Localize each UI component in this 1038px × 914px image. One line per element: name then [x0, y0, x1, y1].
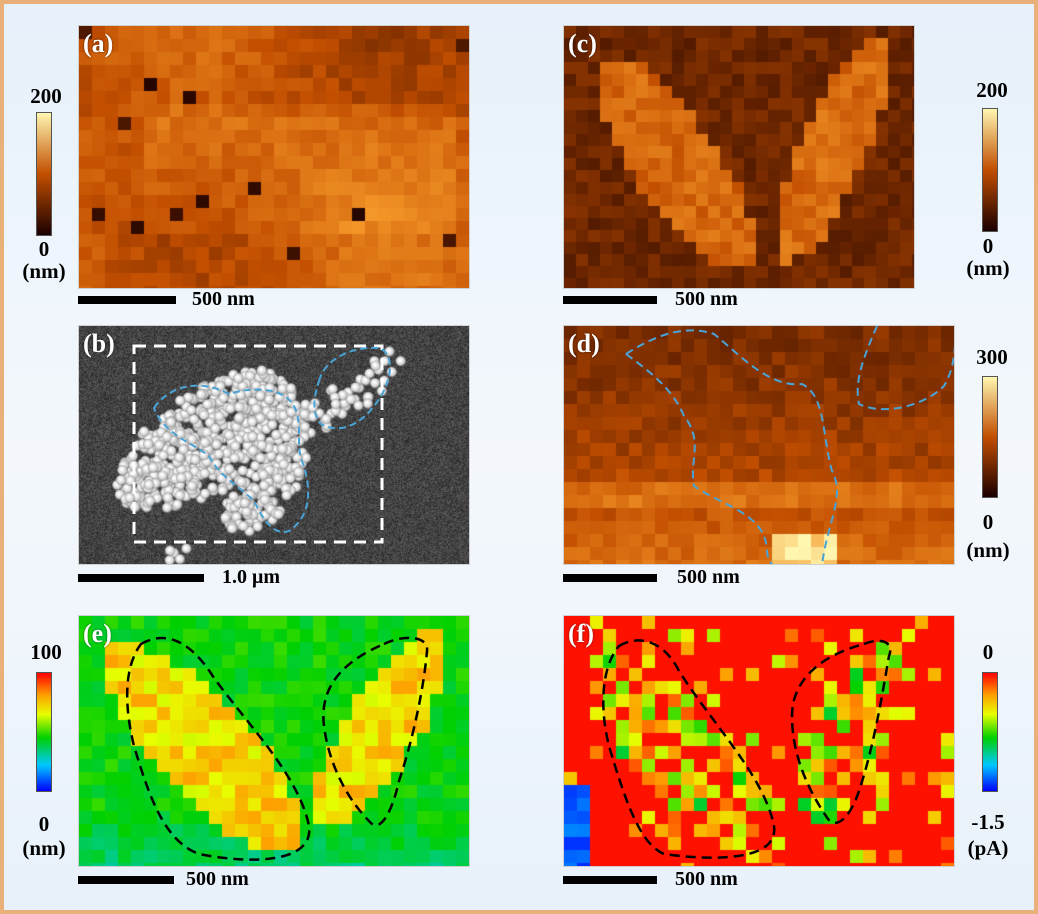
panel-f-colorbar-min: -1.5: [971, 810, 1005, 834]
panel-a-colorbar: [36, 112, 52, 236]
panel-b-label: (b): [83, 329, 115, 358]
cluster-outline-1: [125, 636, 311, 861]
panel-a-afm-topography: (a): [78, 25, 470, 289]
panel-d-label: (d): [568, 329, 600, 358]
cluster-outline-2: [322, 636, 429, 827]
panel-c-scalebar: 500 nm: [563, 288, 823, 314]
panel-a-colorbar-unit: (nm): [22, 259, 66, 283]
cluster-outline-2: [313, 346, 391, 430]
scalebar-line: [563, 296, 657, 304]
panel-a-label: (a): [83, 29, 114, 58]
cluster-outline-1: [602, 639, 776, 859]
panel-b-sem-image: (b): [78, 325, 470, 565]
panel-c-colorbar: [982, 108, 998, 232]
panel-c-label: (c): [568, 29, 597, 58]
cluster-outline-1: [152, 384, 310, 533]
scalebar-text: 1.0 μm: [222, 566, 280, 588]
panel-c-afm-topography: (c): [563, 25, 915, 289]
panel-e-colorbar-max: 100: [30, 640, 62, 664]
panel-f-colorbar: [982, 672, 998, 792]
panel-e-colorbar-unit: (nm): [22, 836, 66, 860]
panel-e-label: (e): [83, 619, 112, 648]
cluster-outline-1b: [625, 353, 774, 564]
panel-d-heatmap: [564, 326, 954, 564]
scalebar-text: 500 nm: [677, 566, 740, 588]
panel-a-scalebar: 500 nm: [78, 288, 338, 314]
panel-c-colorbar-max: 200: [976, 78, 1008, 102]
panel-e-height-map: (e): [78, 615, 470, 867]
panel-f-colorbar-max: 0: [982, 640, 994, 664]
panel-c-colorbar-unit: (nm): [966, 256, 1010, 280]
panel-e-colorbar-min: 0: [38, 812, 50, 836]
panel-d-colorbar: [982, 376, 998, 498]
scalebar-line: [78, 296, 176, 304]
scalebar-line: [563, 876, 657, 884]
scalebar-text: 500 nm: [186, 868, 249, 890]
panel-f-colorbar-unit: (pA): [967, 836, 1009, 860]
panel-e-overlay: [125, 636, 429, 861]
panel-c-colorbar-min: 0: [982, 234, 994, 258]
cluster-outline-2: [856, 326, 954, 411]
panel-d-overlay: [625, 326, 954, 564]
panel-b-sem: [79, 326, 469, 564]
panel-d-colorbar-max: 300: [976, 345, 1008, 369]
panel-e-scalebar: 500 nm: [78, 868, 338, 894]
panel-d-scalebar: 500 nm: [563, 566, 823, 592]
scalebar-line: [563, 574, 657, 582]
scalebar-text: 500 nm: [675, 868, 738, 890]
panel-b-scalebar: 1.0 μm: [78, 566, 338, 592]
cluster-outline-2: [790, 639, 892, 825]
panel-f-scalebar: 500 nm: [563, 868, 823, 894]
panel-f-current-map: (f): [563, 615, 955, 867]
scalebar-line: [78, 574, 204, 582]
panel-e-colorbar: [36, 672, 52, 792]
cluster-outline-1: [625, 329, 838, 564]
panel-d-colorbar-unit: (nm): [966, 538, 1010, 562]
panel-a-heatmap: [79, 26, 469, 288]
panel-e-heatmap: [79, 616, 469, 866]
panel-f-overlay: [602, 639, 892, 859]
scalebar-line: [78, 876, 174, 884]
panel-d-afm-topography: (d): [563, 325, 955, 565]
panel-c-heatmap: [564, 26, 914, 288]
panel-f-label: (f): [568, 619, 594, 648]
panel-b-overlay: [132, 344, 391, 544]
panel-d-colorbar-min: 0: [982, 510, 994, 534]
scalebar-text: 500 nm: [675, 288, 738, 310]
selection-box: [132, 344, 384, 544]
panel-a-colorbar-max: 200: [30, 84, 62, 108]
panel-a-colorbar-min: 0: [38, 237, 50, 261]
scalebar-text: 500 nm: [192, 288, 255, 310]
